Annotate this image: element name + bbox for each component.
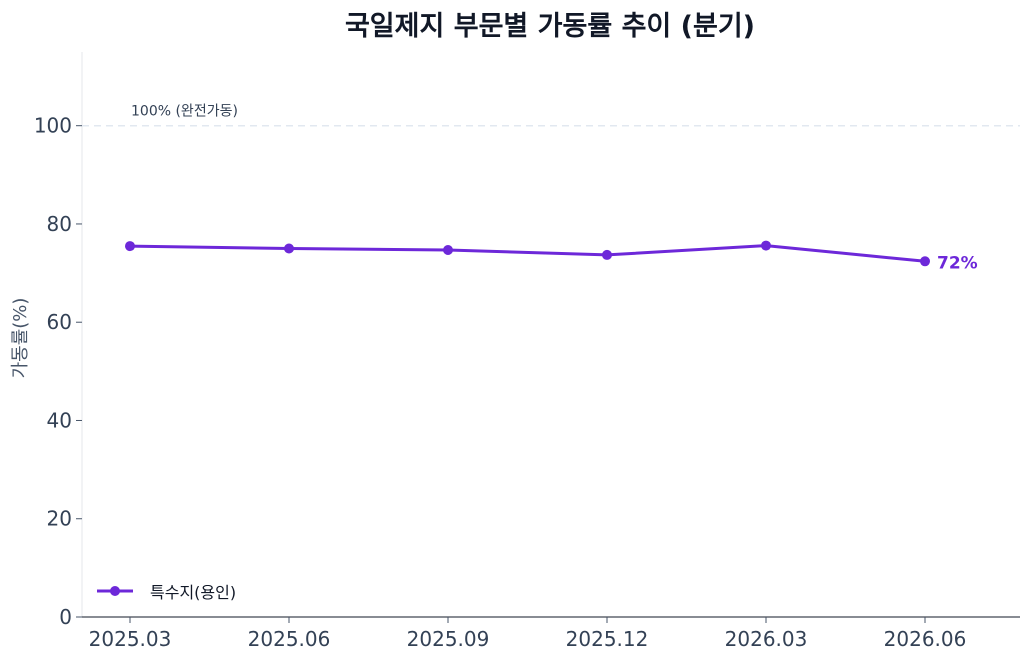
x-ticks: 2025.03 2025.06 2025.09 2025.12 2026.03 2026.… xyxy=(89,617,967,651)
data-point xyxy=(761,240,771,251)
y-tick-label: 0 xyxy=(59,605,72,629)
data-point xyxy=(602,249,612,260)
x-tick-label: 2025.06 xyxy=(248,627,331,651)
legend-entry: 특수지(용인) xyxy=(150,583,236,602)
y-ticks: 0 20 40 60 80 100 xyxy=(34,114,82,629)
x-tick-label: 2025.03 xyxy=(89,627,172,651)
y-tick-label: 40 xyxy=(47,408,72,432)
data-point xyxy=(284,243,294,254)
data-point xyxy=(443,244,453,255)
series-group: 72% xyxy=(125,240,978,273)
end-value-label: 72% xyxy=(937,253,978,273)
y-tick-label: 60 xyxy=(47,310,72,334)
chart-title: 국일제지 부문별 가동률 추이 (분기) xyxy=(345,11,755,42)
y-tick-label: 80 xyxy=(47,212,72,236)
x-tick-label: 2025.12 xyxy=(566,627,649,651)
x-tick-label: 2026.03 xyxy=(725,627,808,651)
series-line xyxy=(129,244,926,263)
data-point xyxy=(125,241,135,252)
legend: 특수지(용인) xyxy=(97,583,236,602)
x-tick-label: 2025.09 xyxy=(407,627,490,651)
reference-line-label: 100% (완전가동) xyxy=(131,104,238,120)
legend-swatch-marker xyxy=(110,586,120,596)
y-tick-label: 100 xyxy=(34,114,72,138)
y-axis-label: 가동률(%) xyxy=(10,298,31,379)
data-point xyxy=(920,256,930,267)
x-tick-label: 2026.06 xyxy=(884,627,967,651)
y-tick-label: 20 xyxy=(47,507,72,531)
